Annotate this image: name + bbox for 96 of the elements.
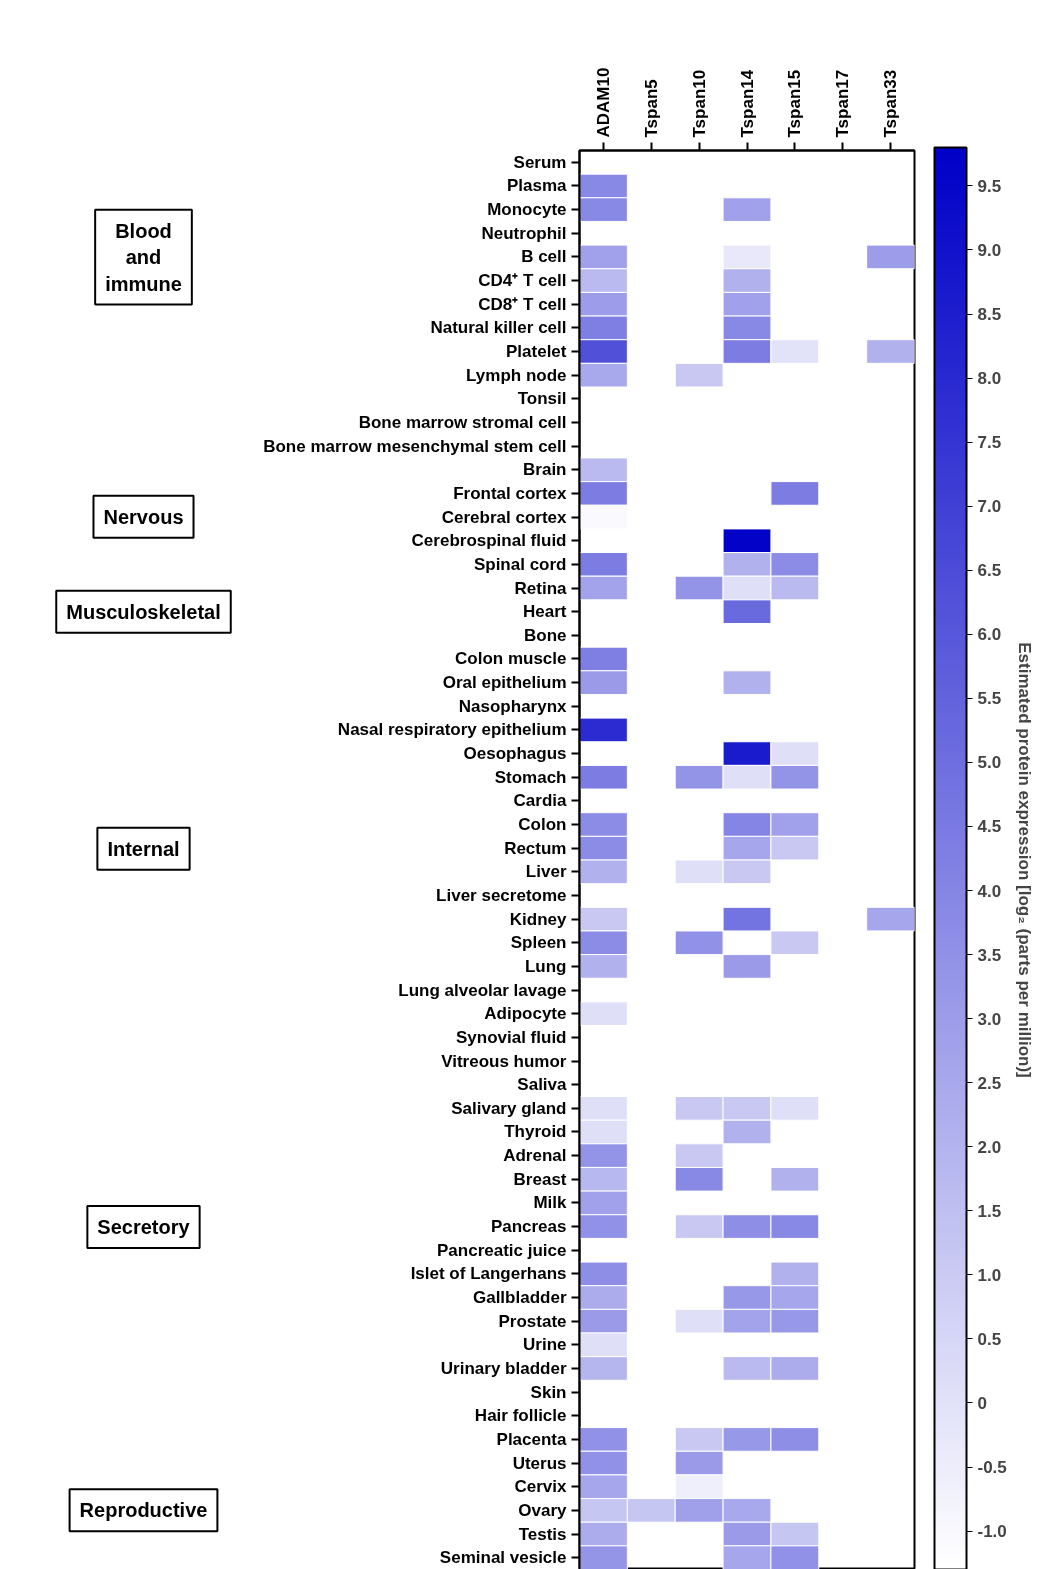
color-bar-label: 7.0 xyxy=(977,497,1002,517)
text: Secretory xyxy=(97,1215,191,1238)
color-bar-label: 5.0 xyxy=(977,753,1002,773)
y-tick-label: Pancreas xyxy=(490,1217,567,1237)
y-tick-label: Urine xyxy=(523,1335,567,1355)
y-tick-label: Cerebral cortex xyxy=(441,507,568,527)
y-tick-label: Tonsil xyxy=(517,389,567,409)
y-tick-label: Vitreous humor xyxy=(441,1051,567,1071)
y-tick-label: Bone xyxy=(524,625,567,645)
y-tick-label: Adipocyte xyxy=(484,1004,567,1024)
y-tick-label: Thyroid xyxy=(504,1122,567,1142)
color-bar-label: 0.5 xyxy=(977,1329,1002,1349)
y-tick-label: Spinal cord xyxy=(473,554,567,574)
color-bar-label: 4.0 xyxy=(977,881,1002,901)
y-tick-label: Retina xyxy=(514,578,568,598)
x-tick-label: Tspan33 xyxy=(881,69,901,138)
color-bar-label: 0 xyxy=(977,1393,987,1413)
y-tick-label: Bone marrow mesenchymal stem cell xyxy=(263,436,567,456)
y-tick-label: Testis xyxy=(518,1524,567,1544)
y-tick-label: Stomach xyxy=(494,767,567,787)
text: Nervous xyxy=(103,505,184,528)
color-bar-label: 1.5 xyxy=(977,1201,1002,1221)
color-bar-label: 3.5 xyxy=(977,945,1002,965)
y-tick-label: Liver xyxy=(525,862,567,882)
y-tick-label: Kidney xyxy=(509,909,568,929)
y-tick-label: Nasopharynx xyxy=(458,696,568,716)
y-tick-label: Platelet xyxy=(506,342,567,362)
y-tick-label: Uterus xyxy=(512,1453,567,1473)
color-bar-label: 4.5 xyxy=(977,817,1002,837)
y-tick-label: Placenta xyxy=(496,1429,568,1449)
y-tick-label: Spleen xyxy=(510,933,567,953)
text: Internal xyxy=(107,837,180,860)
y-tick-label: Ovary xyxy=(518,1500,568,1520)
y-tick-label: Pancreatic juice xyxy=(437,1240,567,1260)
color-bar-label: 2.5 xyxy=(977,1073,1002,1093)
y-tick-label: Colon muscle xyxy=(455,649,567,669)
y-tick-label: Saliva xyxy=(517,1075,568,1095)
color-bar-label: 3.0 xyxy=(977,1009,1002,1029)
y-tick-label: Synovial fluid xyxy=(455,1027,567,1047)
color-bar-label: 5.5 xyxy=(977,689,1002,709)
y-tick-label: Natural killer cell xyxy=(430,318,567,338)
y-tick-label: Gallbladder xyxy=(472,1288,567,1308)
y-tick-label: Cervix xyxy=(514,1477,568,1497)
y-tick-label: Adrenal xyxy=(503,1146,567,1166)
x-tick-label: Tspan5 xyxy=(641,79,661,138)
x-tick-label: Tspan17 xyxy=(833,69,853,138)
y-tick-label: Liver secretome xyxy=(436,885,567,905)
text: Musculoskeletal xyxy=(66,600,221,623)
y-tick-label: Plasma xyxy=(506,176,568,196)
color-bar-label: 8.0 xyxy=(977,369,1002,389)
y-tick-label: Urinary bladder xyxy=(440,1358,567,1378)
y-tick-label: Bone marrow stromal cell xyxy=(358,412,567,432)
y-tick-label: Oesophagus xyxy=(463,744,567,764)
y-tick-label: Seminal vesicle xyxy=(439,1548,567,1568)
y-tick-label: Milk xyxy=(533,1193,568,1213)
y-tick-label: CD8⁺ T cell xyxy=(478,294,567,314)
color-bar-label: 9.0 xyxy=(977,240,1002,260)
y-tick-label: Colon xyxy=(518,815,567,835)
x-tick-label: Tspan15 xyxy=(785,69,805,138)
y-tick-label: Cardia xyxy=(513,791,568,811)
y-tick-label: Skin xyxy=(530,1382,567,1402)
y-tick-label: Prostate xyxy=(498,1311,567,1331)
y-tick-label: B cell xyxy=(521,247,567,267)
y-tick-label: Brain xyxy=(523,460,567,480)
color-bar-label: -0.5 xyxy=(977,1458,1007,1478)
y-tick-label: Rectum xyxy=(504,838,567,858)
color-bar-label: 9.5 xyxy=(977,176,1002,196)
y-tick-label: Lymph node xyxy=(466,365,567,385)
text: Reproductive xyxy=(79,1499,208,1522)
color-bar-title: Estimated protein expression [log₂ (parts per million)] xyxy=(1014,642,1034,1078)
x-tick-label: Tspan14 xyxy=(737,69,757,138)
color-bar-label: 2.0 xyxy=(977,1137,1002,1157)
color-bar-label: 7.5 xyxy=(977,433,1002,453)
y-tick-label: CD4⁺ T cell xyxy=(478,271,567,291)
y-tick-label: Serum xyxy=(513,152,567,172)
y-tick-label: Nasal respiratory epithelium xyxy=(337,720,567,740)
y-tick-label: Lung xyxy=(524,956,567,976)
color-bar-label: 6.0 xyxy=(977,625,1002,645)
y-tick-label: Lung alveolar lavage xyxy=(398,980,567,1000)
y-tick-label: Neutrophil xyxy=(481,223,567,243)
color-bar-label: 1.0 xyxy=(977,1265,1002,1285)
text: Blood and immune xyxy=(105,219,182,295)
y-tick-label: Salivary gland xyxy=(451,1098,567,1118)
y-tick-label: Oral epithelium xyxy=(442,673,567,693)
y-tick-label: Islet of Langerhans xyxy=(410,1264,567,1284)
y-tick-label: Cerebrospinal fluid xyxy=(411,531,567,551)
color-bar-label: 6.5 xyxy=(977,561,1002,581)
y-tick-label: Monocyte xyxy=(487,200,567,220)
y-tick-label: Heart xyxy=(523,602,567,622)
y-tick-label: Frontal cortex xyxy=(453,483,568,503)
color-bar-label: -1.0 xyxy=(977,1522,1007,1542)
color-bar-label: 8.5 xyxy=(977,305,1002,325)
x-tick-label: Tspan10 xyxy=(689,69,709,138)
y-tick-label: Hair follicle xyxy=(474,1406,567,1426)
y-tick-label: Breast xyxy=(513,1169,567,1189)
x-tick-label: ADAM10 xyxy=(593,67,613,138)
